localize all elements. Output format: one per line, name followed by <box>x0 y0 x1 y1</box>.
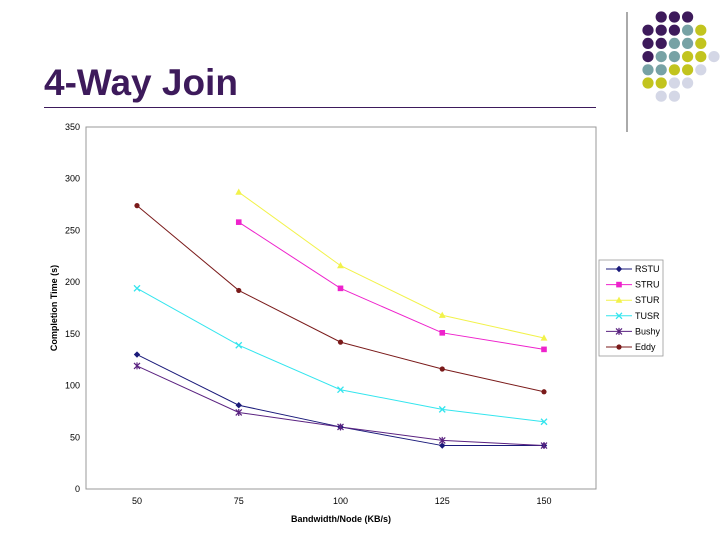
legend-marker-stur <box>615 296 623 303</box>
data-point-tusr <box>235 341 243 349</box>
data-point-bushy <box>337 423 344 431</box>
legend-label-tusr: TUSR <box>635 311 660 321</box>
x-tick-label: 75 <box>234 496 244 506</box>
y-tick-label: 250 <box>65 225 80 235</box>
data-point-stur <box>540 334 548 341</box>
x-axis-label: Bandwidth/Node (KB/s) <box>291 514 391 524</box>
data-point-tusr <box>133 284 141 292</box>
y-tick-label: 150 <box>65 329 80 339</box>
data-point-tusr <box>337 386 344 394</box>
data-point-rstu <box>235 402 242 409</box>
legend-marker-stru <box>616 281 622 288</box>
data-point-eddy <box>134 203 140 209</box>
legend-box <box>598 259 664 357</box>
legend-label-bushy: Bushy <box>635 326 661 336</box>
plot-area <box>85 126 597 490</box>
data-point-eddy <box>541 389 547 395</box>
legend-label-rstu: RSTU <box>635 264 660 274</box>
data-point-eddy <box>439 366 445 372</box>
slide-title: 4-Way Join <box>44 62 238 103</box>
data-point-bushy <box>438 436 446 444</box>
data-point-stru <box>235 219 242 225</box>
data-point-stur <box>438 311 446 318</box>
data-point-eddy <box>236 287 242 294</box>
y-tick-label: 300 <box>65 174 80 184</box>
x-tick-label: 100 <box>333 496 348 506</box>
title-divider <box>44 107 596 108</box>
legend-marker-bushy <box>615 327 623 335</box>
data-point-eddy <box>337 339 344 345</box>
legend-label-stru: STRU <box>635 280 660 290</box>
series-line-stru <box>238 221 545 350</box>
data-point-bushy <box>133 362 141 370</box>
data-point-bushy <box>540 442 548 450</box>
x-tick-label: 150 <box>536 496 551 506</box>
y-tick-label: 50 <box>70 432 80 442</box>
x-tick-label: 125 <box>435 496 450 506</box>
y-tick-label: 0 <box>75 484 80 494</box>
data-point-stur <box>337 261 344 269</box>
legend-label-stur: STUR <box>635 295 660 305</box>
y-axis-label: Completion Time (s) <box>49 265 59 351</box>
data-point-stur <box>235 188 243 195</box>
data-point-stru <box>337 285 344 292</box>
legend-marker-rstu <box>615 265 623 273</box>
legend-marker-tusr <box>615 312 623 320</box>
x-tick-label: 50 <box>132 496 142 506</box>
legend-marker-eddy <box>616 344 622 350</box>
data-point-stru <box>541 346 547 353</box>
data-point-bushy <box>235 408 243 416</box>
data-point-rstu <box>133 351 141 358</box>
series-line-stur <box>238 191 545 339</box>
data-point-stru <box>439 330 446 336</box>
data-point-tusr <box>540 418 548 426</box>
data-point-rstu <box>439 442 446 449</box>
y-tick-label: 350 <box>65 122 80 132</box>
legend-label-eddy: Eddy <box>635 342 656 352</box>
y-tick-label: 100 <box>65 381 80 391</box>
y-tick-label: 200 <box>65 277 80 287</box>
data-point-tusr <box>438 405 446 413</box>
